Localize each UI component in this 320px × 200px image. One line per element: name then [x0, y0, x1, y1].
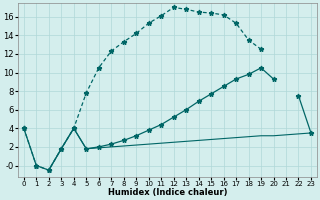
X-axis label: Humidex (Indice chaleur): Humidex (Indice chaleur) [108, 188, 227, 197]
